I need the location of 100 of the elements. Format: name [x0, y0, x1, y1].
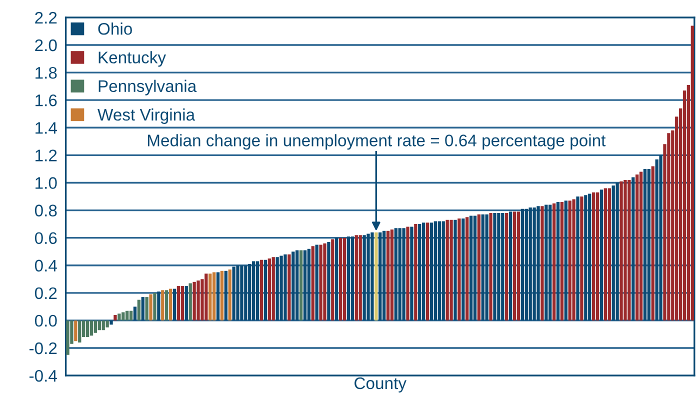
bar — [212, 272, 216, 320]
bar — [176, 286, 180, 320]
bar — [450, 220, 453, 320]
bar — [165, 290, 168, 320]
bar — [462, 218, 465, 320]
bar — [192, 282, 196, 320]
bar — [303, 250, 307, 320]
bar — [125, 310, 129, 320]
bar — [458, 218, 461, 320]
bar — [497, 213, 500, 320]
bar — [508, 212, 512, 320]
bar — [272, 257, 275, 320]
bar — [394, 228, 398, 320]
bar — [106, 320, 109, 328]
bar — [366, 234, 370, 320]
bar — [346, 236, 350, 320]
bar — [149, 294, 152, 320]
y-tick-label: 2.0 — [35, 39, 57, 52]
bar — [655, 159, 658, 320]
bar — [66, 320, 70, 355]
bar — [240, 265, 244, 320]
bar — [236, 265, 240, 320]
bar — [442, 221, 445, 320]
bar — [584, 195, 588, 320]
bar — [110, 320, 113, 325]
bar — [180, 286, 184, 320]
bar — [512, 212, 516, 320]
bar — [331, 239, 334, 320]
bar — [354, 235, 358, 320]
bar — [643, 168, 647, 320]
bar — [568, 200, 572, 320]
bar — [378, 232, 382, 320]
bar — [260, 260, 264, 320]
bar — [620, 181, 623, 320]
bar — [489, 213, 492, 320]
bar — [418, 224, 422, 320]
y-tick-label: 1.6 — [36, 94, 57, 106]
bar — [690, 26, 694, 320]
legend-label: Pennsylvania — [98, 80, 197, 96]
bar — [639, 172, 643, 320]
bar — [430, 222, 434, 320]
x-axis-title: County — [354, 377, 406, 392]
bar — [532, 208, 536, 320]
bar — [410, 226, 414, 320]
bar — [414, 224, 418, 320]
bar — [220, 270, 224, 320]
bar — [196, 280, 200, 320]
bar — [129, 310, 133, 320]
bar — [299, 250, 303, 320]
bar — [485, 214, 488, 320]
bar — [520, 208, 524, 320]
y-tick-label: -0.2 — [29, 342, 57, 354]
bar — [426, 222, 430, 320]
bar — [145, 297, 148, 320]
bar — [248, 264, 252, 320]
bar — [635, 174, 639, 320]
bar — [628, 180, 631, 320]
bar — [161, 290, 164, 320]
bar — [232, 266, 236, 320]
bar — [86, 320, 90, 337]
y-tick-label: 0.2 — [34, 287, 57, 300]
bar — [592, 192, 596, 320]
bar — [588, 194, 592, 320]
bar — [204, 274, 208, 320]
bar — [315, 244, 318, 320]
bar — [647, 168, 651, 320]
bar — [102, 320, 105, 330]
bar — [473, 216, 477, 320]
bar — [438, 221, 441, 320]
annotation: Median change in unemployment rate = 0.64 percentage point — [148, 134, 606, 150]
bar — [651, 166, 654, 320]
bar — [94, 320, 98, 333]
bar — [560, 202, 564, 320]
bar — [319, 244, 322, 320]
bar — [137, 300, 141, 320]
bar — [141, 297, 144, 320]
bar — [114, 314, 117, 320]
bar — [374, 232, 378, 320]
bar — [659, 155, 662, 320]
bar — [295, 250, 299, 320]
bar — [454, 220, 457, 320]
bar — [493, 213, 496, 320]
bar — [600, 190, 604, 320]
bar — [422, 222, 426, 320]
bar — [268, 258, 271, 320]
bar — [338, 238, 342, 320]
bar — [632, 177, 635, 320]
bar — [350, 236, 354, 320]
bar — [390, 230, 394, 320]
bar — [280, 256, 283, 320]
bar — [398, 228, 402, 320]
bar — [481, 214, 484, 320]
bar — [528, 208, 532, 320]
bar — [524, 208, 528, 320]
y-tick-label: 1.8 — [36, 66, 57, 79]
bar — [252, 261, 256, 320]
bar — [540, 206, 544, 320]
bar — [505, 213, 508, 320]
bar — [580, 196, 584, 320]
bar — [386, 230, 390, 320]
